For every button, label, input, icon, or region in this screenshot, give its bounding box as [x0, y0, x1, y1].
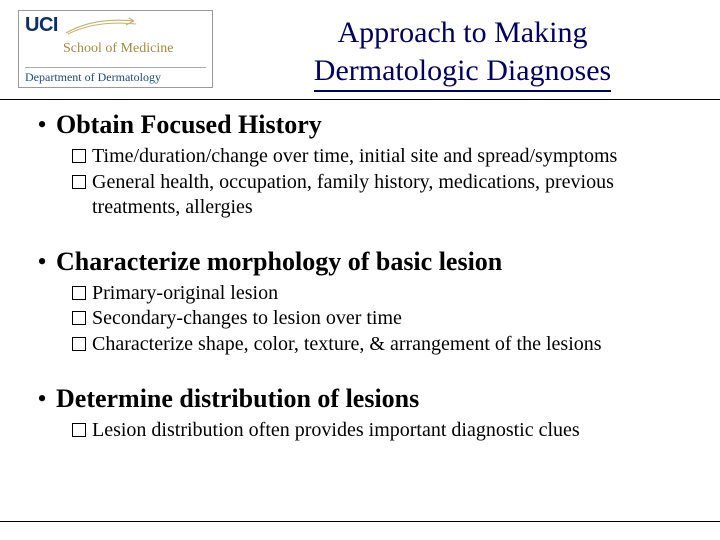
school-name: School of Medicine: [63, 41, 206, 57]
section-heading: Determine distribution of lesions: [56, 384, 419, 414]
logo-top-row: UCI: [25, 14, 206, 37]
sub-text: Secondary-changes to lesion over time: [92, 306, 692, 332]
section-1: • Obtain Focused History Time/duration/c…: [28, 110, 692, 221]
checkbox-icon: [72, 337, 86, 351]
uci-wordmark: UCI: [25, 14, 58, 37]
sub-text: Characterize shape, color, texture, & ar…: [92, 332, 692, 358]
sub-text: Lesion distribution often provides impor…: [92, 418, 692, 444]
sub-item: General health, occupation, family histo…: [72, 170, 692, 221]
sub-text: Time/duration/change over time, initial …: [92, 144, 692, 170]
institution-logo: UCI School of Medicine Department of Der…: [18, 10, 213, 88]
bullet-dot-icon: •: [28, 384, 56, 414]
slide-title: Approach to Making Dermatologic Diagnose…: [213, 8, 702, 92]
sub-list: Time/duration/change over time, initial …: [28, 144, 692, 221]
checkbox-icon: [72, 311, 86, 325]
checkbox-icon: [72, 286, 86, 300]
bullet-dot-icon: •: [28, 110, 56, 140]
sub-item: Lesion distribution often provides impor…: [72, 418, 692, 444]
sub-text: General health, occupation, family histo…: [92, 170, 692, 221]
main-bullet: • Determine distribution of lesions: [28, 384, 692, 414]
section-2: • Characterize morphology of basic lesio…: [28, 247, 692, 358]
sub-item: Primary-original lesion: [72, 281, 692, 307]
sub-item: Time/duration/change over time, initial …: [72, 144, 692, 170]
sub-list: Primary-original lesion Secondary-change…: [28, 281, 692, 358]
footer-divider: [0, 521, 720, 522]
section-3: • Determine distribution of lesions Lesi…: [28, 384, 692, 444]
section-heading: Characterize morphology of basic lesion: [56, 247, 502, 277]
swoosh-icon: [64, 15, 154, 37]
section-heading: Obtain Focused History: [56, 110, 322, 140]
sub-list: Lesion distribution often provides impor…: [28, 418, 692, 444]
title-line-2: Dermatologic Diagnoses: [314, 52, 611, 93]
sub-item: Secondary-changes to lesion over time: [72, 306, 692, 332]
sub-item: Characterize shape, color, texture, & ar…: [72, 332, 692, 358]
department-name: Department of Dermatology: [25, 67, 206, 85]
checkbox-icon: [72, 175, 86, 189]
checkbox-icon: [72, 423, 86, 437]
checkbox-icon: [72, 149, 86, 163]
main-bullet: • Characterize morphology of basic lesio…: [28, 247, 692, 277]
main-bullet: • Obtain Focused History: [28, 110, 692, 140]
slide-header: UCI School of Medicine Department of Der…: [0, 0, 720, 100]
sub-text: Primary-original lesion: [92, 281, 692, 307]
bullet-dot-icon: •: [28, 247, 56, 277]
title-line-1: Approach to Making: [223, 14, 702, 52]
slide-content: • Obtain Focused History Time/duration/c…: [0, 100, 720, 443]
